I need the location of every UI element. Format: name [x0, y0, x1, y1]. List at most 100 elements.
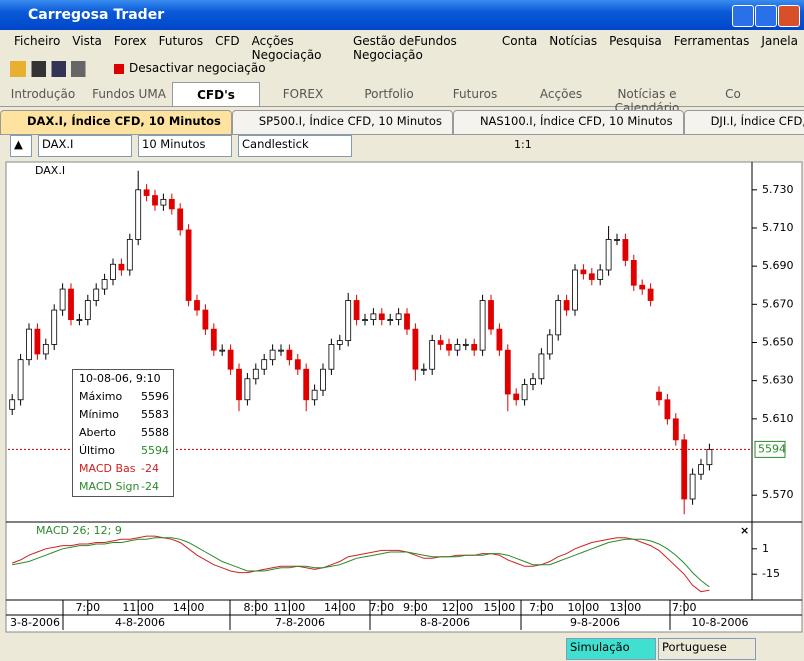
- x-tick-label: 12:00: [442, 601, 474, 614]
- close-panel[interactable]: ×: [740, 524, 749, 537]
- menu-item[interactable]: Janela: [761, 34, 798, 48]
- candle-body: [647, 288, 654, 301]
- candle-body: [597, 269, 604, 280]
- collapse[interactable]: ▲: [10, 135, 32, 157]
- date-label: 8-8-2006: [420, 616, 470, 629]
- tooltip-value: 5583: [141, 408, 169, 421]
- candle-body: [219, 349, 226, 352]
- interval-select[interactable]: 10 Minutos: [138, 135, 232, 157]
- menu-item[interactable]: Conta: [501, 34, 538, 48]
- candle-body: [34, 328, 41, 355]
- mode-status: Simulação: [566, 638, 656, 660]
- candle-body: [194, 300, 200, 311]
- candle-body: [530, 378, 536, 385]
- candle-body: [639, 284, 646, 290]
- tooltip-row: Aberto 5588: [73, 424, 173, 442]
- tool-icons[interactable]: [358, 135, 508, 157]
- section-tab[interactable]: Futuros: [452, 87, 498, 101]
- menu-item[interactable]: Ferramentas: [673, 34, 750, 48]
- candle-body: [101, 279, 108, 290]
- section-tab[interactable]: CFD's: [172, 82, 260, 106]
- macd-line: [12, 535, 710, 593]
- chart-tab[interactable]: DAX.I, Índice CFD, 10 Minutos: [0, 110, 232, 135]
- candle-body: [177, 208, 184, 231]
- menu-item[interactable]: Gestão deFundos Negociação: [352, 34, 457, 62]
- last-price-box: [754, 440, 786, 458]
- date-label: 10-8-2006: [692, 616, 749, 629]
- section-tab[interactable]: FOREX: [282, 87, 324, 101]
- candle-body: [26, 328, 32, 361]
- y-tick-label: 5.650: [762, 336, 794, 349]
- symbol-select[interactable]: DAX.I: [38, 135, 132, 157]
- tooltip-label: Mínimo: [79, 408, 120, 421]
- candle-body: [51, 309, 58, 345]
- chart-title: DAX.I: [35, 164, 65, 177]
- candle-body: [236, 368, 242, 401]
- candle-body: [538, 353, 545, 380]
- y-tick-label: 5.730: [762, 183, 794, 196]
- menu-item[interactable]: CFD: [215, 34, 240, 48]
- trade-toggle[interactable]: Desactivar negociação: [129, 61, 266, 75]
- chart-toolbar: ▲ DAX.I 10 Minutos Candlestick 1:1: [10, 135, 532, 157]
- x-tick-label: 14:00: [324, 601, 356, 614]
- section-tab[interactable]: Co: [725, 87, 741, 101]
- candle-body: [387, 319, 394, 321]
- section-tab[interactable]: Acções: [539, 87, 583, 101]
- menu-item[interactable]: Pesquisa: [609, 34, 662, 48]
- menu-item[interactable]: Futuros: [158, 34, 204, 48]
- menu-item[interactable]: Acções Negociação: [251, 34, 322, 62]
- section-tab[interactable]: Fundos UMA: [92, 87, 166, 101]
- candle-body: [513, 393, 520, 401]
- candle-body: [420, 368, 427, 371]
- maximize[interactable]: [755, 5, 777, 27]
- candle-body: [563, 300, 570, 311]
- x-tick-label: 7:00: [75, 601, 100, 614]
- candle-body: [227, 349, 234, 370]
- candle-body: [656, 391, 662, 401]
- style-select[interactable]: Candlestick: [238, 135, 352, 157]
- menu-item[interactable]: Notícias: [549, 34, 598, 48]
- section-tab[interactable]: Notícias e Calendário: [614, 87, 680, 115]
- y-tick-label: 1: [762, 542, 769, 555]
- candle-body: [370, 313, 377, 320]
- x-tick-label: 9:00: [403, 601, 428, 614]
- date-label: 3-8-2006: [10, 616, 60, 629]
- zoom-button[interactable]: 1:1: [514, 138, 532, 151]
- candle-body: [143, 189, 150, 196]
- candle-body: [93, 288, 100, 301]
- x-tick-label: 10:00: [568, 601, 600, 614]
- macd-line: [12, 537, 710, 588]
- candle-body: [320, 368, 326, 391]
- menu-item[interactable]: Vista: [72, 34, 102, 48]
- candle-body: [303, 368, 310, 401]
- date-label: 9-8-2006: [570, 616, 620, 629]
- chart-tab[interactable]: SP500.I, Índice CFD, 10 Minutos: [231, 110, 453, 135]
- candle-body: [160, 198, 167, 206]
- section-tab[interactable]: Portfolio: [364, 87, 414, 101]
- section-tab[interactable]: Introdução: [10, 87, 76, 101]
- close[interactable]: [778, 5, 800, 27]
- chart-tab[interactable]: NAS100.I, Índice CFD, 10 Minutos: [452, 110, 684, 135]
- candle-body: [706, 448, 713, 466]
- y-tick-label: -15: [762, 567, 780, 580]
- minimize[interactable]: [732, 5, 754, 27]
- chart-tab[interactable]: DJI.I, Índice CFD, 1: [683, 110, 804, 135]
- title-bar: Carregosa Trader: [0, 0, 804, 30]
- menu-item[interactable]: Forex: [113, 34, 147, 48]
- x-tick-label: 15:00: [484, 601, 516, 614]
- candle-body: [580, 269, 587, 275]
- candle-body: [185, 229, 192, 301]
- tooltip-value: 5588: [141, 426, 169, 439]
- tooltip-label: Máximo: [79, 390, 123, 403]
- candle-body: [261, 359, 268, 370]
- candle-body: [345, 300, 352, 341]
- candle-body: [672, 418, 679, 441]
- candle-body: [504, 349, 511, 395]
- candle-body: [152, 195, 158, 206]
- menu-item[interactable]: Ficheiro: [14, 34, 61, 48]
- menu-bar: Ficheiro Vista Forex Futuros CFD Acções Negoc…: [8, 32, 804, 62]
- candle-body: [698, 464, 704, 475]
- file-icons[interactable]: [10, 61, 100, 77]
- tooltip-value: 5596: [141, 390, 169, 403]
